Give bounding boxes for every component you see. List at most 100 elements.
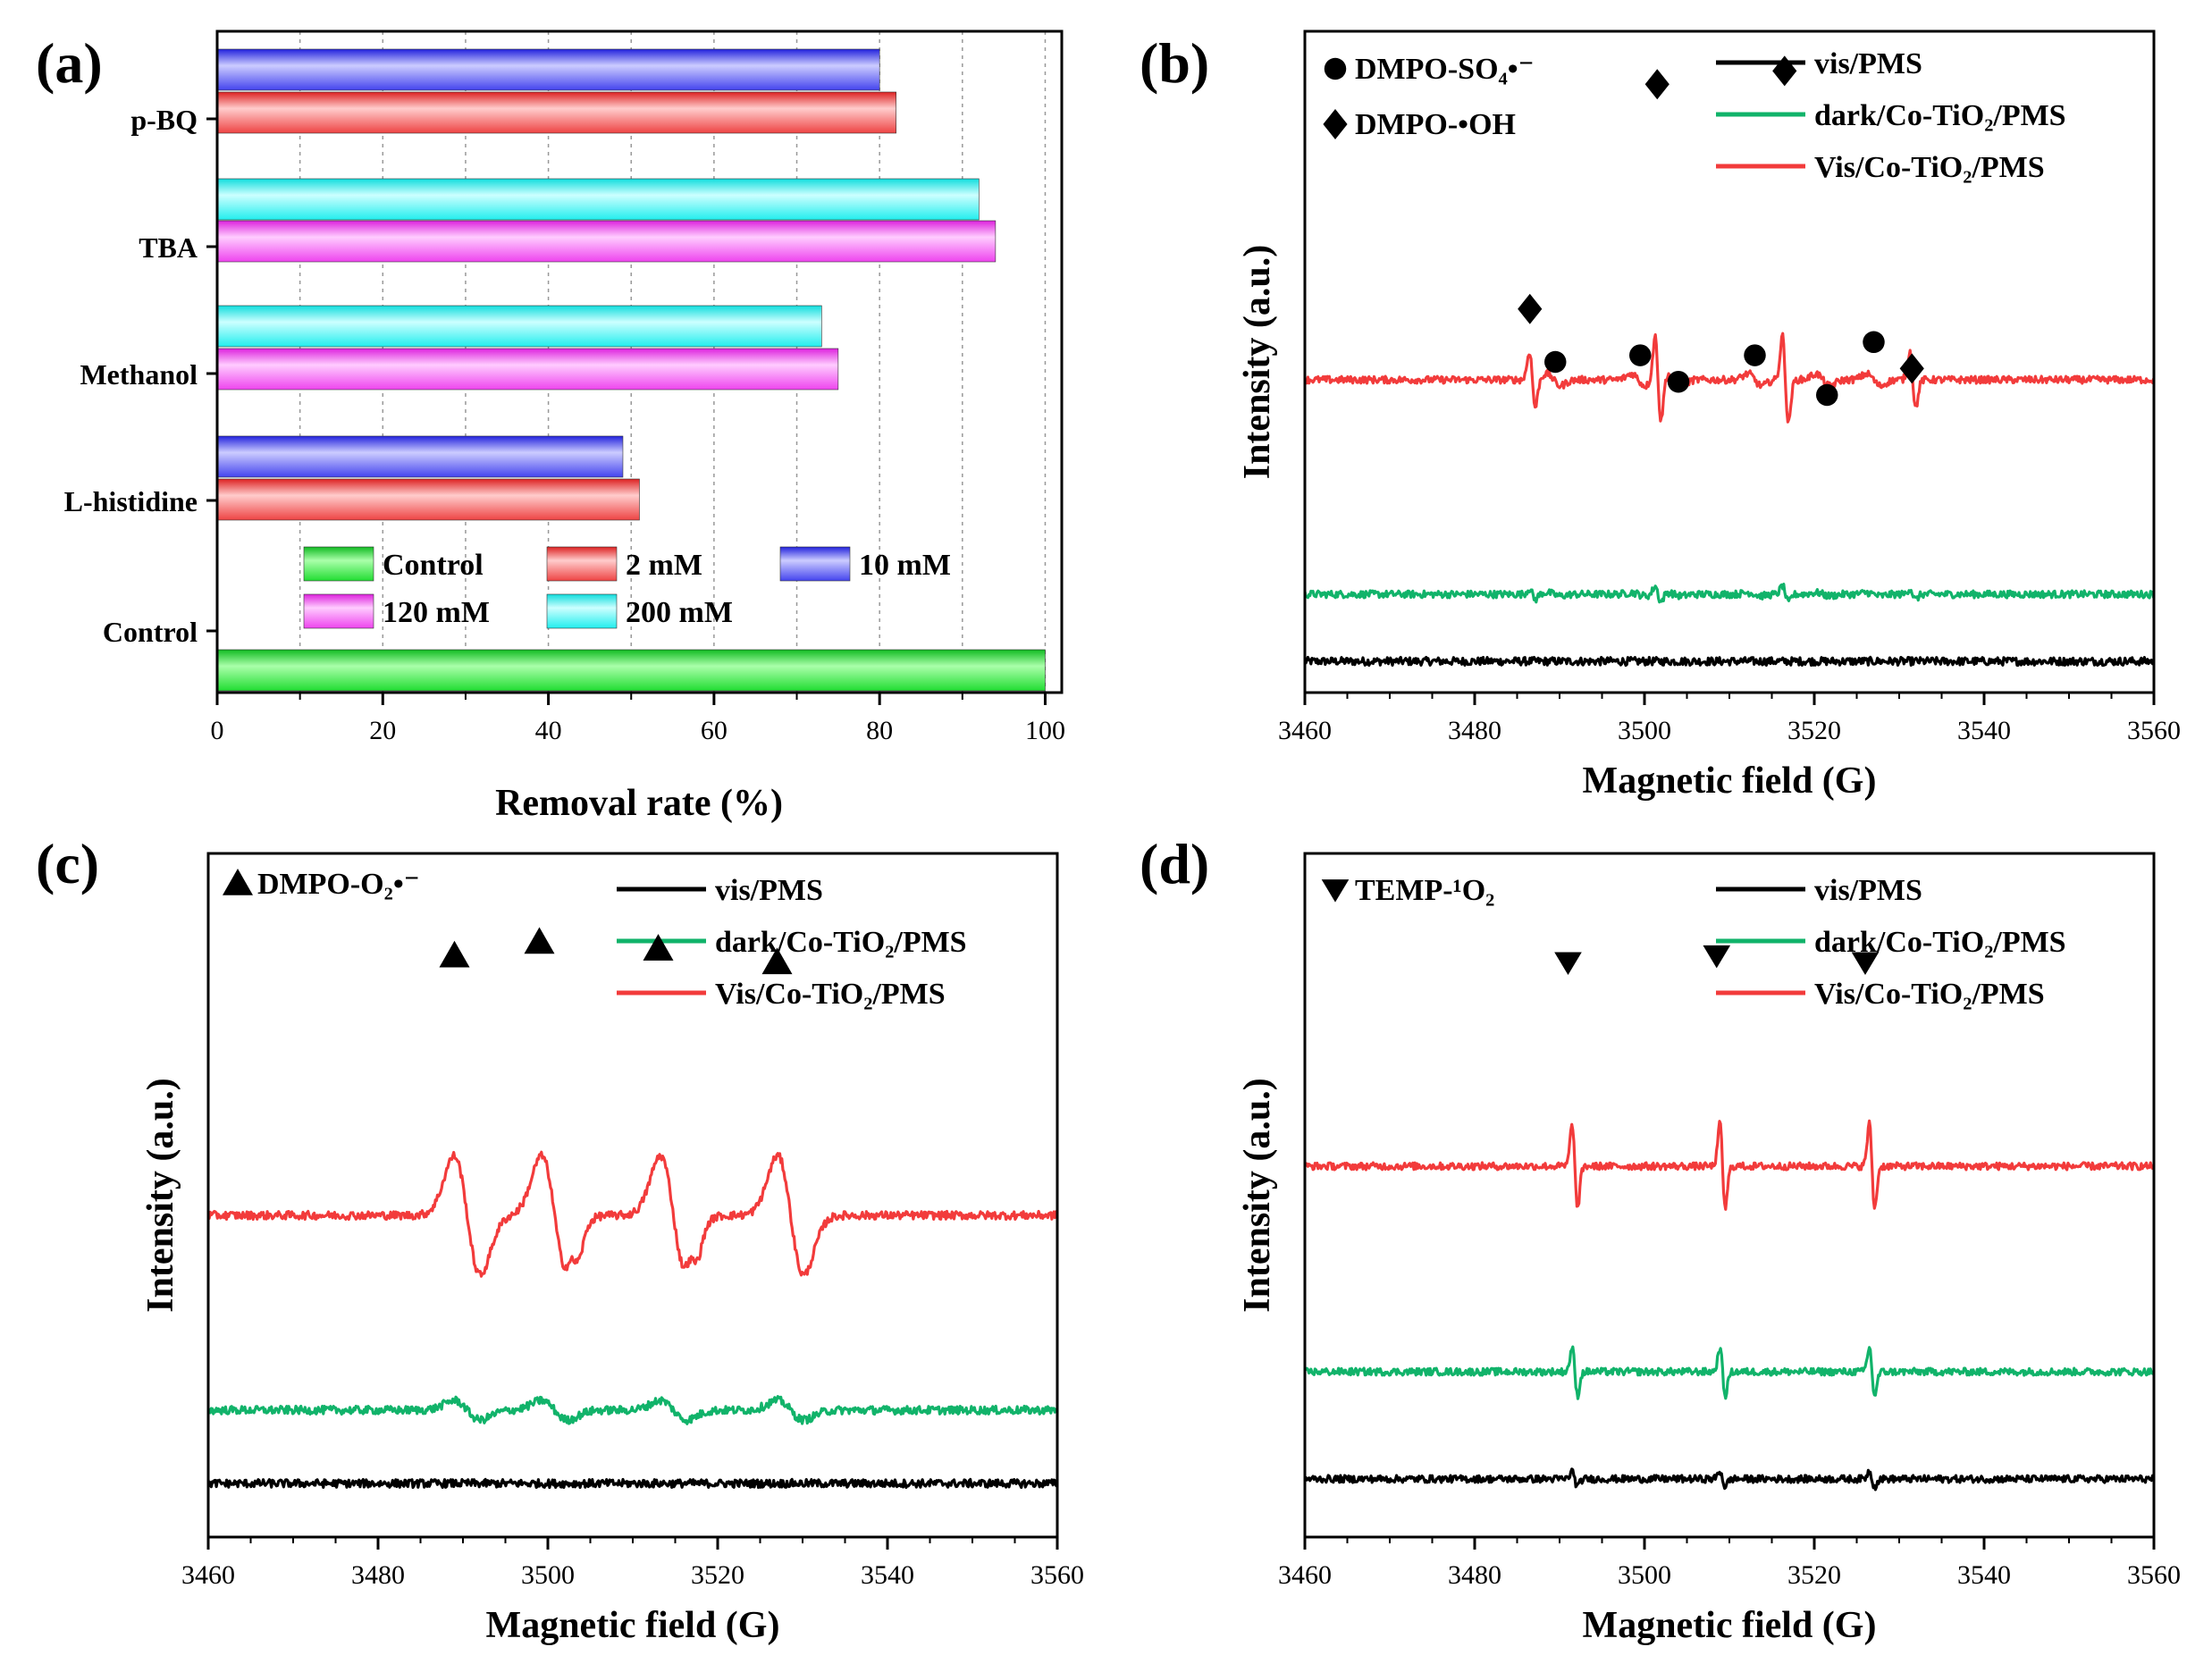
triangle-down-marker xyxy=(1703,945,1731,969)
panel-d-label: (d) xyxy=(1140,832,1209,895)
x-axis-label: Magnetic field (G) xyxy=(486,1605,780,1646)
legend-label: vis/PMS xyxy=(1814,47,1922,80)
bar-p-bq-2mm xyxy=(216,91,897,134)
y-axis-label: Intensity (a.u.) xyxy=(1237,1078,1278,1313)
legend-swatch xyxy=(546,546,618,582)
legend-label: 120 mM xyxy=(383,596,490,629)
x-tick-label: 80 xyxy=(866,716,893,745)
legend-swatch xyxy=(779,546,851,582)
trace-dark-co-tio-pms xyxy=(206,1395,1059,1425)
x-tick-label: 3540 xyxy=(1957,1560,2011,1590)
trace-vis-co-tio-pms xyxy=(206,1150,1059,1278)
circle-marker xyxy=(1667,370,1690,393)
x-tick-label: 0 xyxy=(211,716,224,745)
x-tick-label: 3500 xyxy=(1618,716,1671,745)
diamond-marker xyxy=(1899,353,1924,384)
trace-vis-co-tio-pms xyxy=(1304,332,2156,424)
x-tick-label: 3520 xyxy=(1787,1560,1841,1590)
y-axis-label: Intensity (a.u.) xyxy=(1237,245,1278,480)
x-tick-label: 3520 xyxy=(691,1560,744,1590)
circle-marker xyxy=(1863,331,1885,354)
x-tick-label: 3460 xyxy=(1278,1560,1332,1590)
x-tick-label: 3480 xyxy=(1448,1560,1501,1590)
circle-marker xyxy=(1544,350,1567,374)
circle-marker xyxy=(1324,57,1347,80)
legend-label: dark/Co-TiO₂/PMS xyxy=(1814,926,2066,959)
x-axis-label: Magnetic field (G) xyxy=(1583,1605,1877,1646)
trace-vis-co-tio-pms xyxy=(1303,1119,2155,1211)
legend-swatch xyxy=(546,593,618,629)
bar-tba-120mm xyxy=(216,220,997,263)
x-tick-label: 3500 xyxy=(521,1560,575,1590)
triangle-up-marker xyxy=(761,947,793,975)
trace-dark-co-tio-pms xyxy=(1303,1345,2155,1400)
triangle-up-marker xyxy=(223,869,253,895)
bar-tba-200mm xyxy=(216,178,980,221)
circle-marker xyxy=(1744,344,1766,366)
triangle-up-marker xyxy=(524,927,555,954)
panel-a: (a) 0 20 40 60 80 100 Control L-histidine Metha… xyxy=(36,29,1065,824)
y-axis-label: Intensity (a.u.) xyxy=(140,1078,181,1313)
category-label-tba: TBA xyxy=(139,231,198,264)
legend-label: Vis/Co-TiO₂/PMS xyxy=(1814,978,2045,1011)
species-legend-label: DMPO-•OH xyxy=(1355,108,1516,141)
x-tick-label: 40 xyxy=(535,716,562,745)
legend-swatch xyxy=(303,593,374,629)
legend-label: 10 mM xyxy=(859,549,951,582)
bar-p-bq-10mm xyxy=(216,48,880,91)
triangle-up-marker xyxy=(643,934,674,961)
species-legend-label: DMPO-SO₄•⁻ xyxy=(1355,53,1535,86)
panel-c: (c) 3460 3480 3500 3520 3540 3560 Magnetic fie… xyxy=(36,832,1084,1646)
triangle-down-marker xyxy=(1321,879,1350,903)
triangle-down-marker xyxy=(1554,952,1582,975)
circle-marker xyxy=(1816,383,1838,407)
trace-vis-pms xyxy=(206,1477,1058,1490)
bar-l-histidine-2mm xyxy=(216,478,640,521)
category-label-methanol: Methanol xyxy=(80,358,198,391)
x-tick-label: 3480 xyxy=(1448,716,1501,745)
legend-label: Vis/Co-TiO₂/PMS xyxy=(1814,151,2045,184)
x-tick-label: 3540 xyxy=(1957,716,2011,745)
x-axis-label: Magnetic field (G) xyxy=(1583,760,1877,802)
trace-dark-co-tio-pms xyxy=(1303,583,2156,604)
panel-c-label: (c) xyxy=(36,832,99,895)
diamond-marker xyxy=(1323,109,1348,139)
x-tick-label: 3460 xyxy=(181,1560,235,1590)
legend-label: 200 mM xyxy=(626,596,733,629)
legend-label: Control xyxy=(383,549,484,582)
trace-vis-pms xyxy=(1303,655,2156,668)
x-tick-label: 3520 xyxy=(1787,716,1841,745)
panel-a-xlabel: Removal rate (%) xyxy=(495,783,783,824)
legend-swatch xyxy=(303,546,374,582)
legend-label: vis/PMS xyxy=(715,874,823,907)
category-label-p-bq: p-BQ xyxy=(130,104,198,136)
species-legend-label: DMPO-O₂•⁻ xyxy=(257,868,420,901)
panel-a-legend: Control 2 mM 10 mM 120 mM 200 mM xyxy=(303,546,951,629)
category-label-l-histidine: L-histidine xyxy=(64,485,198,517)
trace-vis-pms xyxy=(1303,1467,2155,1491)
triangle-down-marker xyxy=(1851,952,1880,975)
category-label-control: Control xyxy=(103,616,198,648)
panel-b-label: (b) xyxy=(1140,31,1209,95)
legend-label: dark/Co-TiO₂/PMS xyxy=(715,926,967,959)
diamond-marker xyxy=(1644,69,1670,100)
legend-label: vis/PMS xyxy=(1814,874,1922,907)
panel-a-frame xyxy=(215,29,1064,694)
diamond-marker xyxy=(1772,55,1797,87)
panel-a-label: (a) xyxy=(36,31,103,95)
x-tick-label: 3480 xyxy=(351,1560,405,1590)
circle-marker xyxy=(1629,344,1652,366)
x-tick-label: 3560 xyxy=(2127,716,2181,745)
species-legend-label: TEMP-¹O₂ xyxy=(1355,874,1494,907)
bar-l-histidine-10mm xyxy=(216,435,624,478)
x-tick-label: 3540 xyxy=(861,1560,914,1590)
x-tick-label: 20 xyxy=(369,716,396,745)
x-tick-label: 3560 xyxy=(2127,1560,2181,1590)
diamond-marker xyxy=(1518,293,1543,324)
x-tick-label: 60 xyxy=(701,716,728,745)
legend-label: 2 mM xyxy=(626,549,702,582)
x-tick-label: 3500 xyxy=(1618,1560,1671,1590)
bar-methanol-200mm xyxy=(216,305,822,348)
bar-methanol-120mm xyxy=(216,348,839,391)
